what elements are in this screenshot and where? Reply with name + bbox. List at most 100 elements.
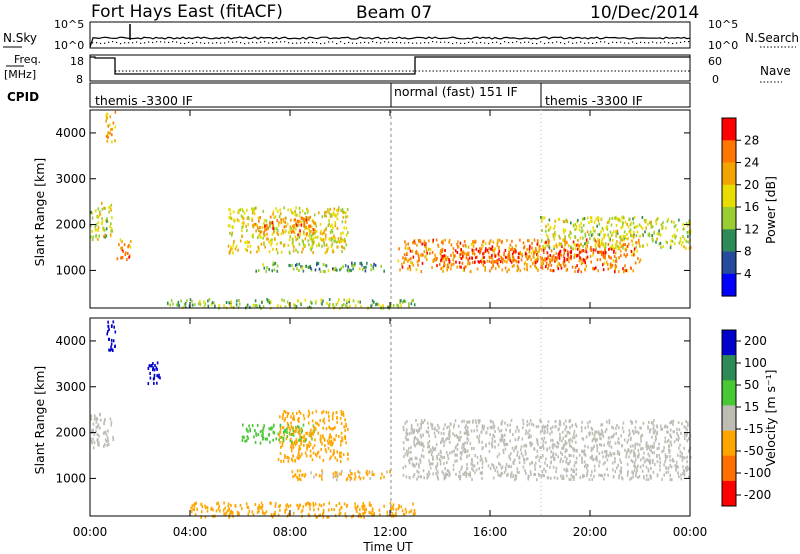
- power-cell: [313, 230, 316, 234]
- power-cell: [97, 237, 99, 241]
- power-cell: [574, 247, 577, 251]
- velocity-cell: [539, 446, 541, 450]
- power-cell: [295, 206, 297, 210]
- power-cell: [442, 257, 444, 260]
- velocity-cell: [649, 474, 651, 478]
- power-cell: [637, 238, 640, 242]
- power-cell: [269, 215, 272, 219]
- velocity-cell: [303, 474, 306, 478]
- velocity-cell: [598, 464, 600, 468]
- power-cell: [554, 256, 557, 260]
- power-cell: [528, 255, 530, 259]
- power-cell: [584, 261, 586, 265]
- power-cell: [551, 258, 554, 262]
- velocity-cell: [279, 504, 281, 507]
- power-cell: [623, 216, 625, 220]
- velocity-cell: [316, 422, 319, 426]
- power-cell: [580, 258, 583, 262]
- velocity-cell: [576, 449, 578, 452]
- velocity-cell: [531, 461, 533, 465]
- y-tick-label: 1000: [55, 471, 86, 485]
- velocity-cell: [97, 425, 99, 429]
- velocity-cell: [417, 430, 419, 434]
- power-cell: [626, 222, 628, 226]
- velocity-cell: [289, 439, 292, 443]
- velocity-cell: [545, 457, 547, 461]
- velocity-cell: [422, 448, 424, 452]
- power-cell: [110, 128, 112, 131]
- velocity-cell: [427, 431, 430, 434]
- velocity-cell: [624, 448, 626, 452]
- velocity-cell: [635, 442, 637, 446]
- velocity-cell: [357, 504, 359, 508]
- power-cell: [592, 229, 595, 233]
- power-cell: [563, 252, 565, 255]
- power-cell: [295, 227, 297, 231]
- power-cell: [310, 248, 313, 252]
- velocity-cell: [283, 409, 285, 413]
- power-cell: [427, 247, 430, 251]
- velocity-cell: [551, 425, 554, 429]
- power-cell: [629, 231, 632, 234]
- power-cell: [322, 232, 324, 236]
- velocity-cell: [112, 320, 115, 324]
- velocity-cell: [530, 435, 532, 439]
- velocity-cell: [309, 449, 312, 453]
- power-cell: [549, 225, 552, 229]
- velocity-cell: [464, 441, 466, 445]
- velocity-cell: [279, 440, 281, 444]
- power-cell: [605, 251, 607, 254]
- velocity-cell: [620, 461, 622, 464]
- power-cell: [620, 235, 622, 238]
- velocity-cell: [417, 475, 420, 479]
- velocity-cell: [436, 462, 439, 466]
- velocity-cell: [345, 478, 348, 482]
- velocity-cell: [192, 507, 194, 511]
- velocity-cell: [307, 501, 310, 505]
- velocity-cell: [313, 444, 316, 448]
- power-cell: [343, 210, 345, 214]
- power-cell: [262, 263, 264, 267]
- velocity-cell: [481, 466, 484, 469]
- power-cell: [585, 238, 588, 242]
- velocity-cell: [568, 477, 571, 481]
- velocity-cell: [158, 373, 160, 377]
- velocity-cell: [540, 446, 542, 449]
- velocity-cell: [294, 459, 297, 463]
- velocity-cell: [464, 449, 467, 453]
- power-cell: [431, 250, 434, 254]
- power-cell: [267, 299, 269, 303]
- power-cell: [497, 259, 499, 263]
- velocity-cell: [159, 376, 161, 380]
- power-cell: [655, 222, 658, 226]
- power-cell: [296, 213, 298, 217]
- velocity-cell: [469, 474, 471, 478]
- colorbar-segment: [722, 207, 736, 230]
- velocity-cell: [587, 445, 589, 449]
- power-cell: [90, 224, 92, 228]
- velocity-cell: [541, 470, 544, 474]
- power-cell: [687, 224, 689, 228]
- velocity-cell: [442, 439, 444, 443]
- velocity-cell: [524, 432, 527, 436]
- power-cell: [230, 217, 233, 220]
- velocity-cell: [228, 515, 230, 519]
- power-cell: [602, 228, 605, 232]
- power-cell: [346, 208, 349, 211]
- velocity-cell: [278, 433, 280, 437]
- power-cell: [557, 267, 560, 271]
- velocity-cell: [217, 507, 220, 511]
- power-cell: [241, 221, 244, 225]
- power-cell: [584, 242, 586, 246]
- power-cell: [214, 304, 216, 308]
- velocity-cell: [297, 425, 299, 429]
- velocity-cell: [99, 426, 101, 430]
- velocity-cell: [636, 430, 639, 434]
- power-cell: [661, 226, 664, 230]
- velocity-cell: [561, 430, 564, 434]
- velocity-cell: [539, 456, 541, 460]
- velocity-cell: [204, 515, 207, 519]
- velocity-cell: [535, 425, 538, 429]
- velocity-cell: [103, 422, 105, 426]
- velocity-cell: [362, 505, 365, 509]
